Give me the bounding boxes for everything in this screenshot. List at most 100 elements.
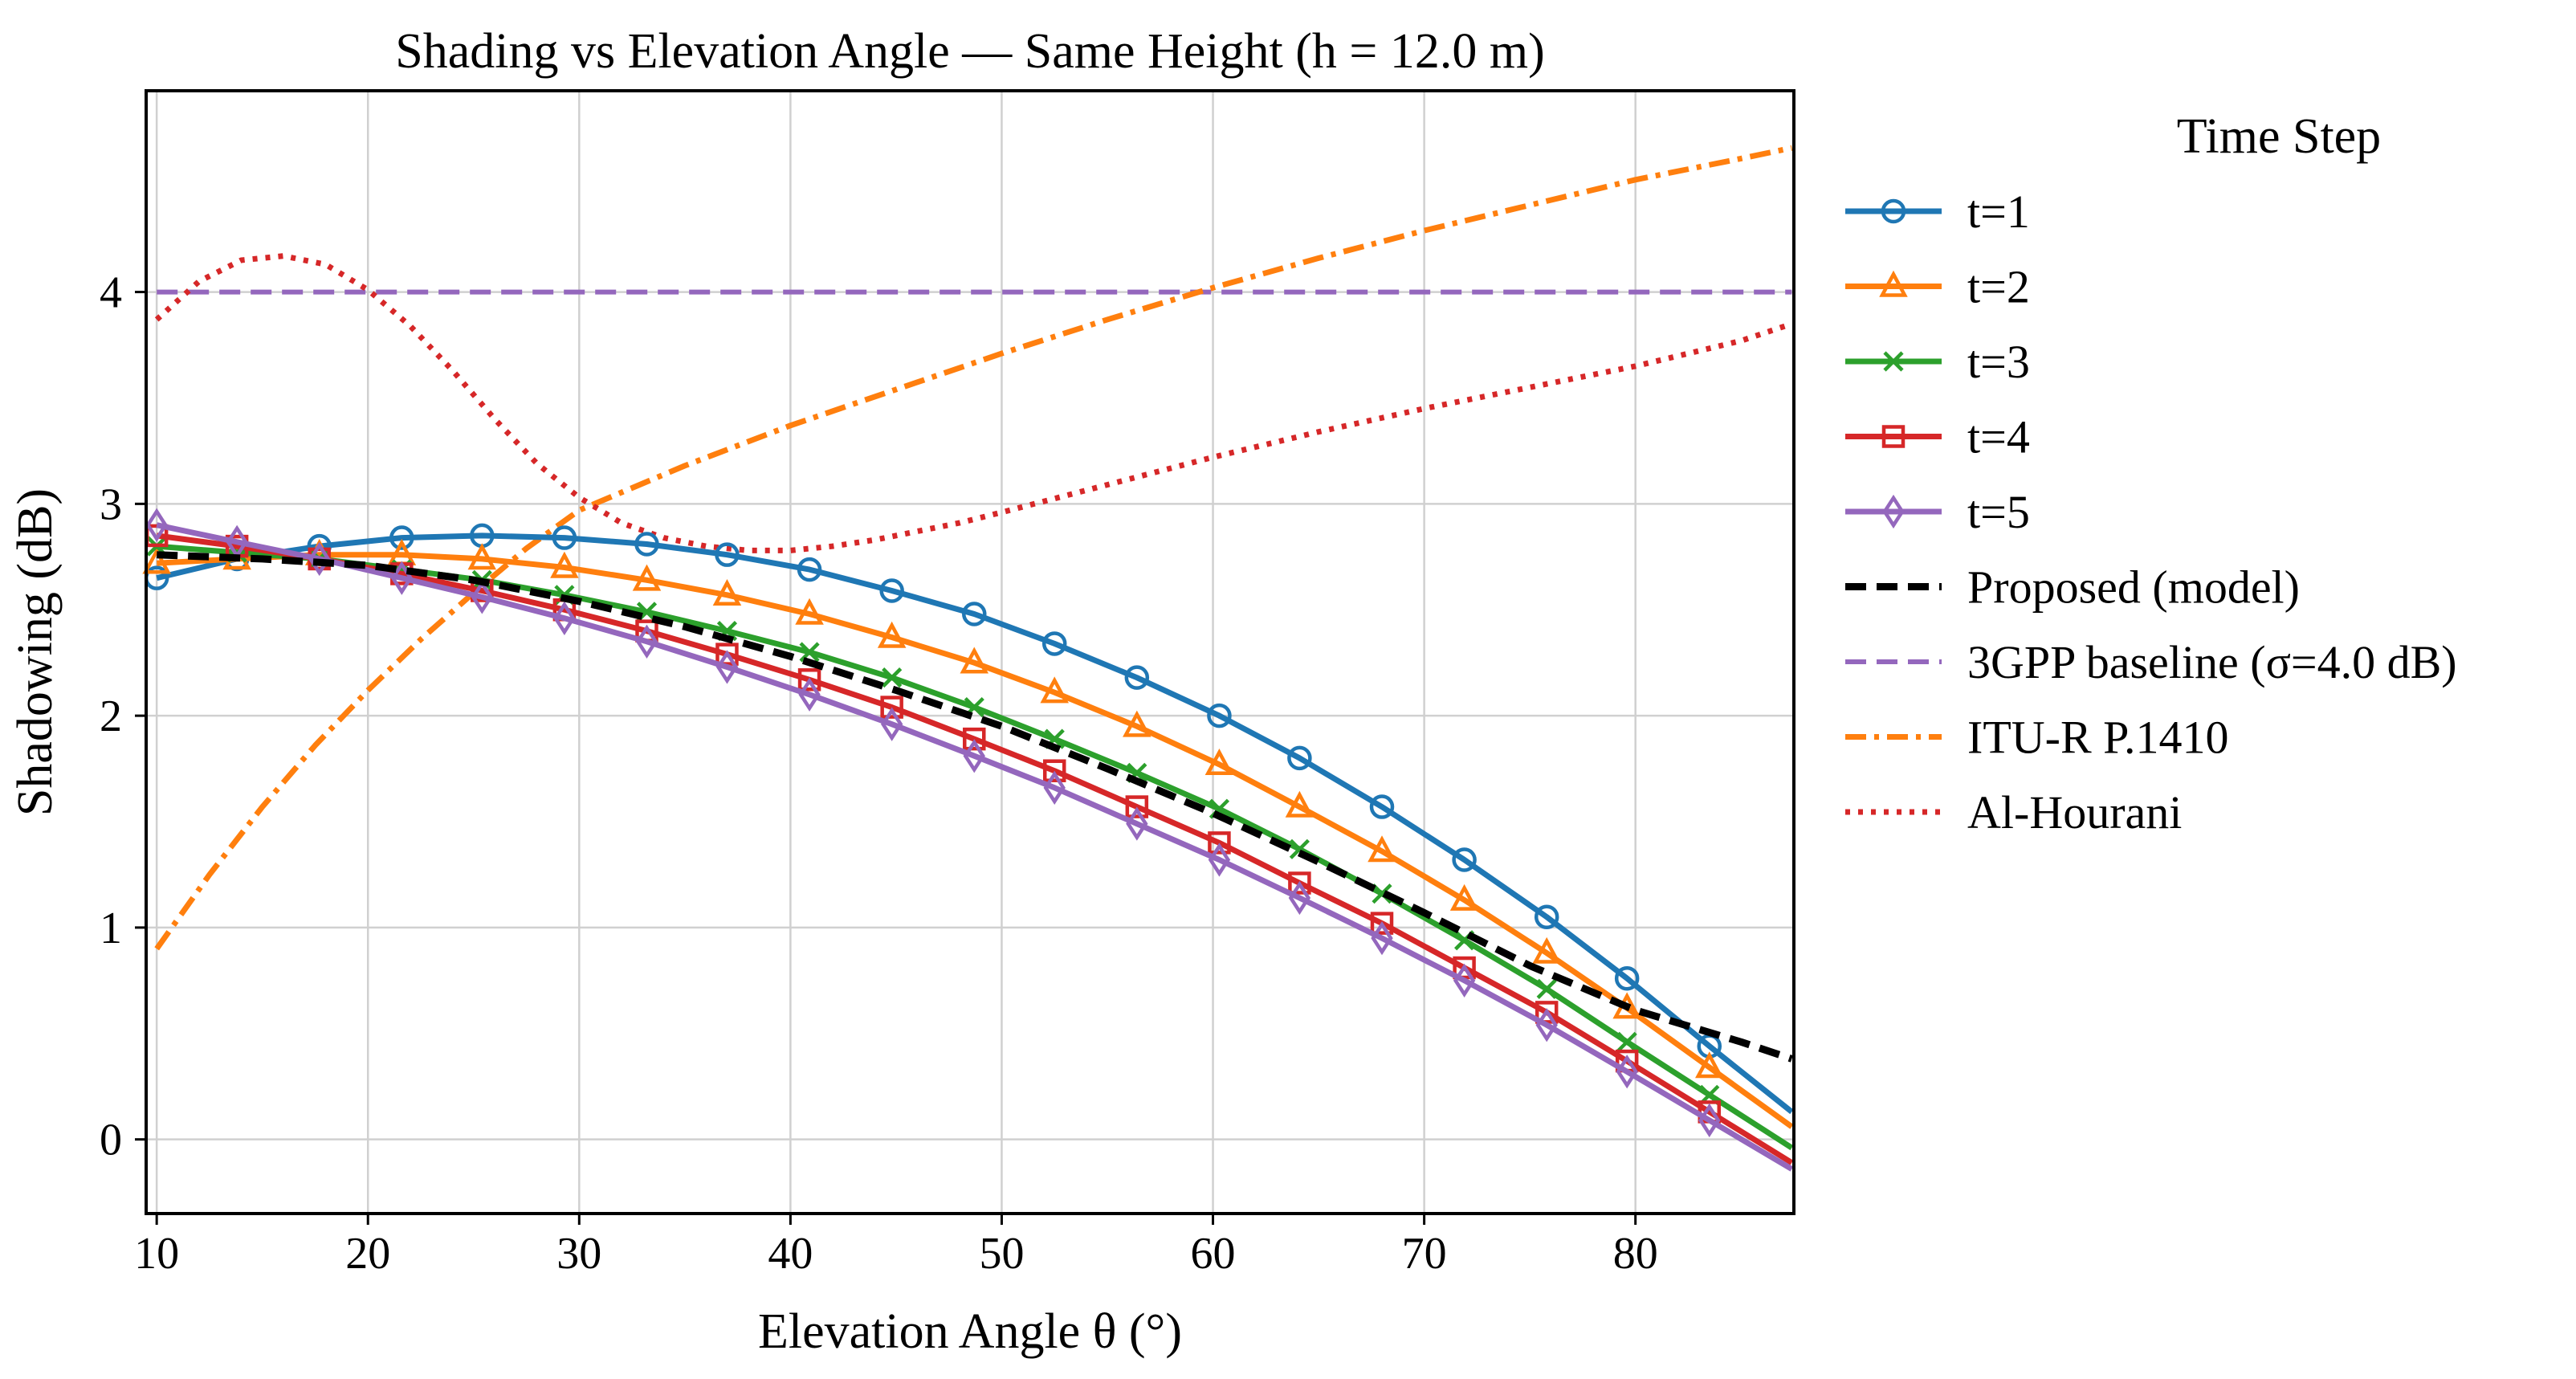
data-point [1288, 880, 1311, 916]
data-point [1042, 759, 1066, 782]
data-point [1536, 978, 1557, 999]
data-point [1043, 770, 1066, 805]
data-point [1452, 847, 1477, 872]
data-point [1204, 749, 1234, 776]
y-tick-label: 0 [100, 1116, 122, 1165]
data-point [882, 667, 903, 688]
legend: Time Step t=1 t=2 t=3 t=4 t=5 Proposed (model… [1845, 109, 2457, 838]
series-line [157, 551, 1793, 1063]
data-point [389, 525, 414, 550]
series-t-5 [145, 508, 1794, 1172]
data-point [1534, 904, 1559, 929]
x-tick-label: 80 [1613, 1229, 1658, 1279]
data-point [1285, 790, 1314, 818]
legend-title: Time Step [2177, 109, 2381, 164]
legend-marker [1882, 494, 1905, 529]
data-point [553, 601, 576, 635]
data-point [1040, 676, 1069, 704]
axis-ticks: 10 20 30 40 50 60 70 80 0 1 2 3 4 [100, 268, 1658, 1279]
legend-item-t-4: t=4 [1845, 411, 2030, 463]
legend-item-proposed-model: Proposed (model) [1845, 561, 2300, 614]
data-point [880, 696, 903, 719]
data-point [1614, 965, 1640, 991]
series-line [156, 543, 1794, 1151]
x-tick-label: 60 [1191, 1229, 1236, 1279]
data-point [552, 525, 577, 550]
data-point [877, 621, 907, 648]
series-t-3 [146, 536, 1794, 1151]
data-point [1208, 842, 1231, 877]
x-tick-label: 20 [345, 1229, 390, 1279]
series-line [157, 552, 1794, 1129]
data-point [712, 579, 742, 606]
y-axis-label: Shadowing (dB) [8, 488, 63, 816]
data-point [1616, 1055, 1638, 1089]
data-point [960, 647, 989, 674]
legend-item-t-2: t=2 [1845, 261, 2030, 313]
legend-marker [1879, 270, 1908, 297]
plot-series [142, 145, 1794, 1172]
data-point [308, 541, 331, 577]
legend-label: t=1 [1967, 186, 2030, 238]
data-point [962, 602, 987, 626]
plot-frame [145, 89, 1795, 1215]
grid [146, 91, 1794, 1214]
x-tick-label: 50 [979, 1229, 1024, 1279]
data-point [1372, 883, 1392, 904]
legend-label: Al-Hourani [1967, 786, 2182, 838]
y-tick-label: 2 [100, 692, 122, 741]
data-point [634, 532, 659, 557]
data-point [550, 551, 579, 578]
x-tick-label: 40 [768, 1229, 813, 1279]
legend-marker [1881, 198, 1906, 224]
series-itu-r-p-1410 [154, 145, 1793, 951]
series-al-hourani [154, 253, 1793, 553]
data-point [1371, 920, 1393, 956]
legend-marker [1883, 351, 1904, 372]
x-tick-label: 10 [134, 1229, 179, 1279]
y-tick-label: 4 [100, 268, 122, 318]
data-point [1695, 1051, 1724, 1079]
legend-item-t-3: t=3 [1845, 336, 2030, 388]
y-tick-label: 1 [100, 904, 122, 953]
series-proposed-model [157, 551, 1793, 1063]
data-point [799, 642, 820, 663]
data-point [1698, 1103, 1721, 1138]
series-line [156, 532, 1794, 1115]
legend-item-al-hourani: Al-Hourani [1845, 786, 2182, 838]
series-t-2 [142, 538, 1794, 1129]
data-point [715, 542, 740, 567]
data-point [635, 624, 658, 659]
data-point [1367, 835, 1396, 863]
legend-item-3gpp-baseline-4-0-db: 3GPP baseline (σ=4.0 dB) [1845, 636, 2457, 688]
chart-title: Shading vs Elevation Angle — Same Height… [395, 24, 1545, 79]
data-point [467, 543, 497, 570]
series-line [156, 532, 1794, 1165]
data-point [1208, 831, 1231, 855]
data-point [1535, 1008, 1558, 1042]
data-point [1288, 871, 1311, 895]
data-point [1370, 912, 1394, 935]
data-point [798, 677, 821, 712]
data-point [715, 650, 739, 684]
data-point [1532, 936, 1561, 964]
data-point [879, 578, 904, 603]
data-point [1449, 883, 1479, 911]
legend-label: Proposed (model) [1967, 561, 2300, 614]
x-tick-label: 30 [556, 1229, 601, 1279]
data-point [471, 580, 493, 614]
data-point [632, 564, 662, 591]
data-point [1125, 795, 1149, 818]
series-line [156, 522, 1794, 1172]
series-line [154, 253, 1793, 553]
legend-label: t=3 [1967, 336, 2030, 388]
series-line [154, 145, 1793, 951]
data-point [1616, 1031, 1637, 1052]
data-point [145, 508, 168, 542]
data-point [1123, 710, 1151, 737]
legend-label: t=4 [1967, 411, 2030, 463]
data-point [963, 727, 986, 751]
data-point [1369, 794, 1395, 819]
legend-item-itu-r-p-1410: ITU-R P.1410 [1845, 712, 2228, 764]
